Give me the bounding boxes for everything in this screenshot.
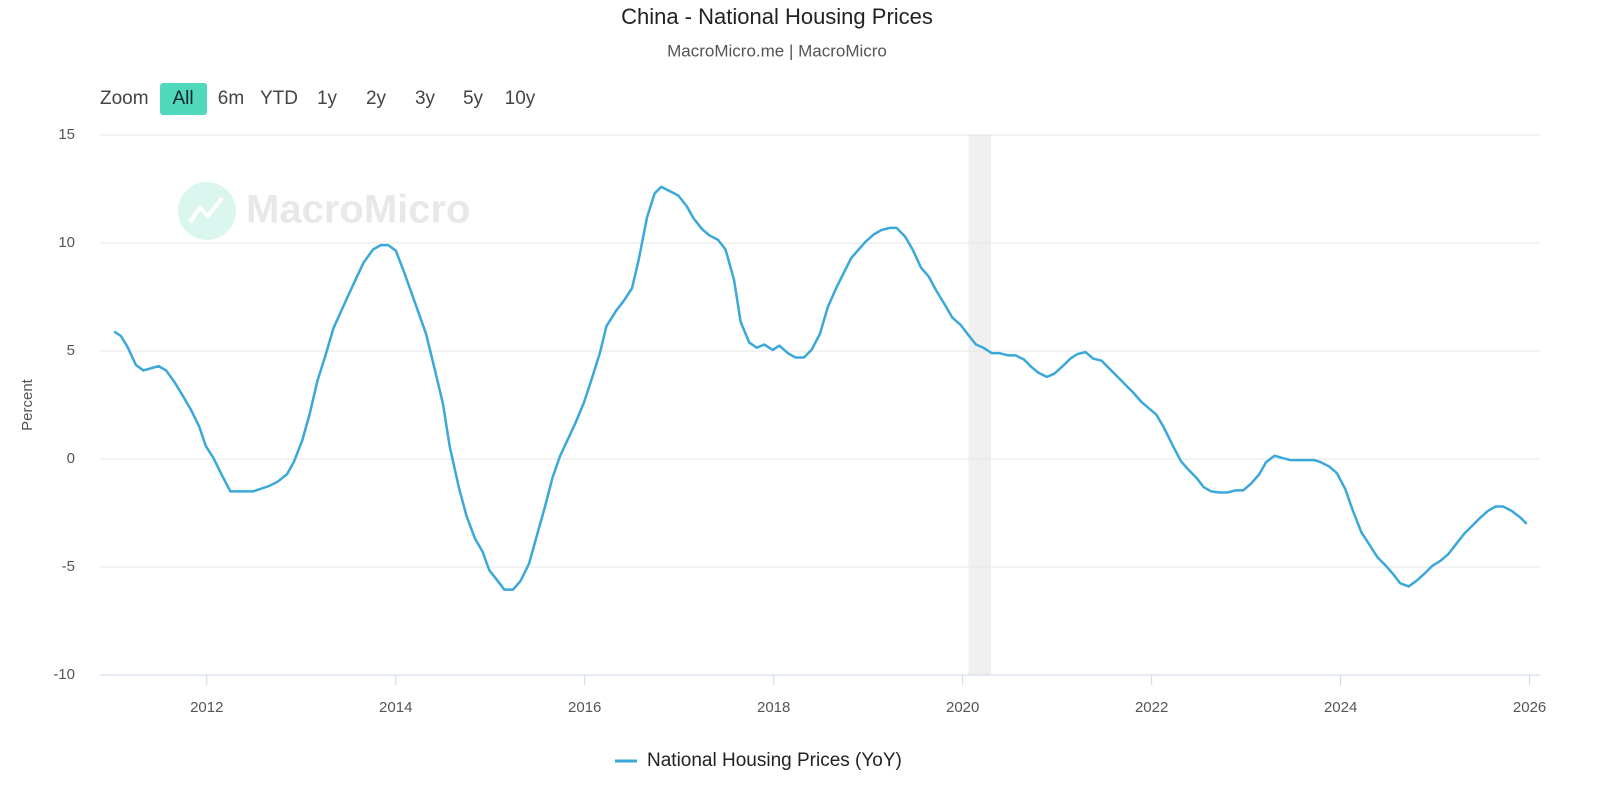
- zoom-button[interactable]: 6m: [218, 88, 244, 109]
- series-line: [113, 185, 1528, 591]
- zoom-button[interactable]: YTD: [260, 88, 298, 109]
- x-tick-label: 2020: [946, 699, 979, 716]
- x-tick-label: 2018: [757, 699, 790, 716]
- zoom-button[interactable]: 5y: [463, 88, 484, 109]
- zoom-button-bg: [160, 83, 207, 115]
- x-tick-label: 2022: [1135, 699, 1168, 716]
- y-tick-label: 15: [58, 126, 75, 143]
- zoom-button-label: 3y: [415, 88, 436, 109]
- watermark-icon-line: [188, 196, 224, 224]
- zoom-button-label: 10y: [505, 88, 536, 109]
- zoom-button[interactable]: 1y: [317, 88, 338, 109]
- y-tick-label: -10: [53, 666, 75, 683]
- zoom-button-label: YTD: [260, 88, 298, 109]
- zoom-button[interactable]: All: [160, 83, 207, 115]
- x-tick-label: 2016: [568, 699, 601, 716]
- x-tick-label: 2026: [1513, 699, 1546, 716]
- y-tick-label: 10: [58, 234, 75, 251]
- chart-title: China - National Housing Prices: [621, 4, 933, 29]
- zoom-button[interactable]: 2y: [366, 88, 387, 109]
- zoom-button-label: All: [172, 88, 193, 109]
- zoom-button[interactable]: 10y: [505, 88, 536, 109]
- x-tick-label: 2014: [379, 699, 412, 716]
- zoom-button-label: 5y: [463, 88, 484, 109]
- zoom-label: Zoom: [100, 88, 149, 109]
- y-tick-label: 0: [67, 450, 75, 467]
- zoom-button-label: 1y: [317, 88, 338, 109]
- zoom-button-label: 2y: [366, 88, 387, 109]
- y-tick-label: -5: [62, 558, 75, 575]
- watermark: MacroMicro: [246, 188, 471, 232]
- zoom-button[interactable]: 3y: [415, 88, 436, 109]
- highlight-band: [968, 135, 992, 675]
- watermark-group: MacroMicro: [178, 182, 471, 240]
- chart-subtitle: MacroMicro.me | MacroMicro: [667, 41, 887, 60]
- legend-label: National Housing Prices (YoY): [647, 750, 902, 771]
- zoom-button-label: 6m: [218, 88, 244, 109]
- y-tick-label: 5: [67, 342, 75, 359]
- y-axis-label: Percent: [19, 378, 36, 431]
- x-tick-label: 2012: [190, 699, 223, 716]
- watermark-icon: [178, 182, 236, 240]
- x-tick-label: 2024: [1324, 699, 1357, 716]
